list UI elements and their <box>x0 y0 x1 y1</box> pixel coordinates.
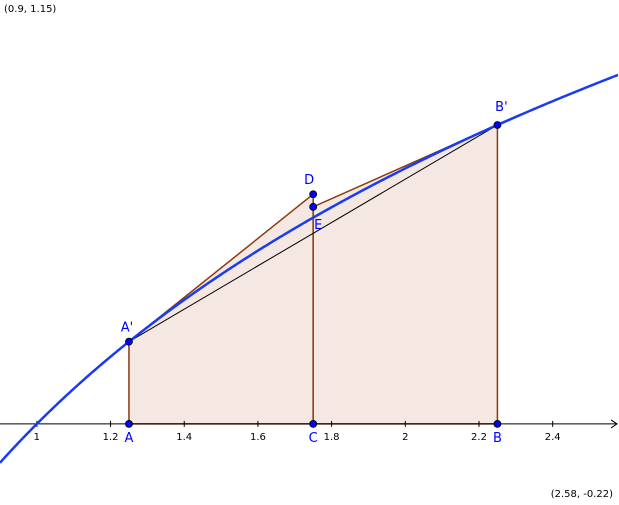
point-label-Bp: B' <box>495 100 508 115</box>
top-left-coordinate: (0.9, 1.15) <box>4 4 57 15</box>
x-tick-label: 1.4 <box>176 432 192 443</box>
point-E <box>309 202 318 211</box>
point-label-C: C <box>309 431 318 446</box>
point-D <box>309 190 318 199</box>
function-curve <box>0 73 619 464</box>
x-tick-label: 2 <box>402 432 408 443</box>
x-tick-label: 1.8 <box>324 432 340 443</box>
left-trapezoid <box>128 192 314 425</box>
point-label-E: E <box>314 218 322 233</box>
point-B <box>493 420 502 428</box>
x-tick-label: 1 <box>34 432 40 443</box>
chord-AB <box>128 124 498 343</box>
point-C <box>309 420 318 428</box>
point-A <box>125 420 133 428</box>
point-label-Ap: A' <box>121 321 133 336</box>
bottom-right-coordinate: (2.58, -0.22) <box>550 489 613 500</box>
point-label-A: A <box>125 431 134 446</box>
point-label-B: B <box>493 431 502 446</box>
point-Ap <box>125 337 133 346</box>
x-axis-arrow-icon <box>610 419 618 429</box>
right-trapezoid <box>312 123 499 425</box>
x-tick-label: 1.2 <box>103 432 119 443</box>
x-tick-label: 1.6 <box>250 432 266 443</box>
x-tick-label: 2.2 <box>471 432 487 443</box>
x-tick-label: 2.4 <box>545 432 561 443</box>
point-label-D: D <box>304 173 314 188</box>
point-Bp <box>493 121 502 129</box>
